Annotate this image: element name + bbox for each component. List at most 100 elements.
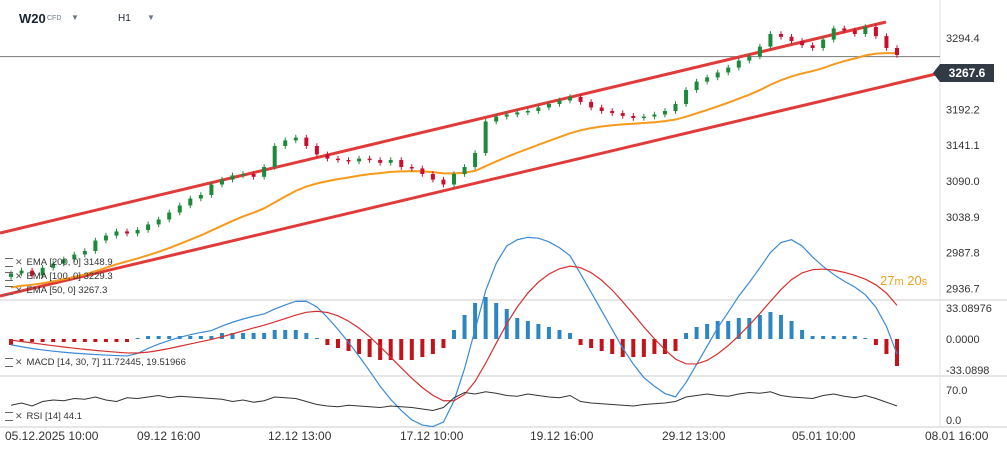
- macd-histogram-bar: [61, 339, 66, 342]
- candle-body: [335, 158, 340, 161]
- price-tick-label: 2936.7: [946, 283, 980, 295]
- candle-body: [747, 56, 752, 61]
- candle-body: [715, 72, 720, 78]
- macd-histogram-bar: [335, 339, 340, 348]
- macd-histogram-bar: [863, 338, 868, 339]
- macd-histogram-bar: [895, 339, 899, 366]
- close-icon[interactable]: ✕: [15, 257, 23, 267]
- indicator-settings-icon[interactable]: [5, 411, 13, 421]
- price-tick-label: 3038.9: [946, 212, 980, 224]
- macd-histogram-bar: [9, 339, 13, 345]
- indicator-settings-icon[interactable]: [5, 257, 13, 267]
- candle-body: [241, 174, 246, 176]
- macd-histogram-bar: [778, 315, 783, 339]
- macd-histogram-bar: [715, 321, 720, 339]
- macd-histogram-bar: [641, 339, 646, 357]
- candle-body: [40, 267, 45, 276]
- candle-body: [135, 230, 140, 234]
- candle-body: [251, 174, 256, 177]
- candle-body: [641, 116, 646, 119]
- close-icon[interactable]: ✕: [15, 271, 23, 281]
- macd-histogram-bar: [789, 321, 794, 339]
- candle-body: [568, 97, 573, 101]
- rsi-tick-label: 70.0: [946, 385, 967, 397]
- ema50-legend[interactable]: ✕ EMA [50, 0] 3267.3: [5, 285, 107, 296]
- macd-histogram-bar: [251, 333, 256, 339]
- candle-body: [778, 34, 783, 37]
- indicator-settings-icon[interactable]: [5, 357, 13, 367]
- macd-histogram-bar: [736, 318, 741, 339]
- candle-body: [662, 111, 667, 115]
- indicator-settings-icon[interactable]: [5, 271, 13, 281]
- macd-histogram-bar: [209, 336, 214, 339]
- close-icon[interactable]: ✕: [15, 285, 23, 295]
- macd-tick-label: 0.0000: [946, 334, 980, 346]
- macd-histogram-bar: [304, 333, 309, 339]
- candle-body: [705, 77, 710, 82]
- macd-histogram-bar: [599, 339, 604, 351]
- macd-histogram-bar: [272, 330, 277, 339]
- macd-histogram-bar: [367, 339, 372, 357]
- candle-body: [304, 137, 309, 146]
- timeframe-dropdown-icon[interactable]: ▼: [147, 13, 155, 22]
- ema100-legend[interactable]: ✕ EMA [100, 0] 3229.3: [5, 271, 113, 282]
- candle-body: [736, 60, 741, 68]
- macd-histogram-bar: [399, 339, 404, 360]
- close-icon[interactable]: ✕: [15, 357, 23, 367]
- macd-histogram-bar: [525, 321, 530, 339]
- symbol-dropdown-icon[interactable]: ▼: [71, 13, 79, 22]
- macd-histogram-bar: [114, 339, 119, 342]
- macd-signal-line: [10, 265, 898, 402]
- macd-histogram-bar: [82, 339, 87, 342]
- macd-legend[interactable]: ✕ MACD [14, 30, 7] 11.72445, 19.51966: [5, 357, 186, 368]
- macd-histogram-bar: [357, 339, 362, 354]
- candle-body: [610, 111, 615, 114]
- macd-histogram-bar: [705, 324, 710, 339]
- macd-histogram-bar: [293, 330, 298, 339]
- candle-body: [9, 273, 13, 277]
- time-tick-label: 08.01 16:00: [925, 429, 989, 443]
- indicator-settings-icon[interactable]: [5, 285, 13, 295]
- candle-body: [789, 36, 794, 41]
- macd-histogram-bar: [768, 312, 773, 339]
- candle-body: [325, 154, 330, 159]
- macd-histogram-bar: [125, 339, 130, 342]
- close-icon[interactable]: ✕: [15, 411, 23, 421]
- candle-body: [262, 167, 267, 177]
- candle-body: [884, 36, 889, 48]
- candle-body: [51, 263, 56, 268]
- candle-body: [473, 153, 478, 167]
- ema100-label: EMA [100, 0] 3229.3: [26, 271, 113, 282]
- macd-histogram-bar: [726, 321, 731, 339]
- candle-body: [30, 270, 35, 276]
- candle-body: [873, 27, 878, 37]
- candle-body: [441, 179, 446, 185]
- candle-body: [800, 41, 805, 46]
- candle-body: [399, 160, 404, 167]
- chart-header: W20 CFD ▼ H1 ▼: [0, 0, 940, 32]
- candle-body: [694, 81, 699, 90]
- ema200-legend[interactable]: ✕ EMA [200, 0] 3148.9: [5, 257, 113, 268]
- rsi-legend[interactable]: ✕ RSI [14] 44.1: [5, 411, 82, 422]
- macd-histogram-bar: [884, 339, 889, 354]
- macd-histogram-bar: [93, 339, 98, 342]
- symbol-label[interactable]: W20: [19, 11, 46, 26]
- candle-body: [388, 160, 393, 163]
- macd-histogram-bar: [30, 339, 35, 342]
- macd-histogram-bar: [283, 330, 288, 339]
- candle-body: [842, 28, 847, 31]
- candle-body: [72, 254, 77, 260]
- rsi-line: [10, 391, 898, 412]
- candle-body: [494, 116, 499, 122]
- candle-body: [673, 104, 678, 111]
- price-tick-label: 2987.8: [946, 248, 980, 260]
- macd-histogram-bar: [378, 339, 383, 360]
- candle-body: [314, 146, 319, 155]
- macd-histogram-bar: [852, 336, 857, 339]
- timeframe-selector[interactable]: H1: [118, 13, 131, 24]
- macd-histogram-bar: [557, 330, 562, 339]
- candle-body: [810, 45, 815, 48]
- price-tick-label: 3192.2: [946, 104, 980, 116]
- instrument-type-label: CFD: [47, 15, 62, 22]
